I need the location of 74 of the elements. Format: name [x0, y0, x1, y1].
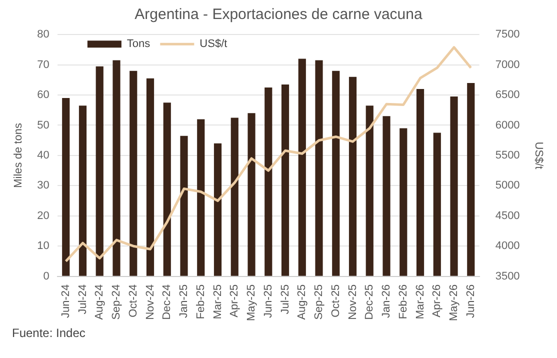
y-tick-label: 80: [37, 28, 50, 41]
bar: [467, 82, 475, 276]
x-tick-label: Oct-25: [330, 284, 342, 318]
y-axis-title: Miles de tons: [12, 122, 25, 188]
x-tick-label: Jun-26: [464, 284, 477, 318]
x-tick-label: Sep-24: [110, 284, 123, 320]
y2-axis-title: US$/t: [532, 142, 544, 170]
x-tick-label: Aug-25: [296, 284, 308, 320]
y-tick-label: 60: [37, 89, 50, 102]
bar: [197, 119, 205, 276]
x-tick-label: Nov-25: [346, 284, 359, 320]
bar: [315, 60, 323, 276]
x-tick-label: Mar-25: [212, 284, 224, 320]
y-tick-label: 20: [37, 210, 50, 222]
x-tick-label: Aug-24: [94, 284, 106, 320]
bar: [264, 87, 272, 276]
bar: [298, 58, 306, 276]
bar: [180, 136, 188, 276]
x-tick-label: Jun-24: [60, 284, 72, 318]
y-tick-label: 70: [37, 58, 50, 71]
bar: [366, 106, 374, 276]
y2-tick-label: 4000: [495, 240, 520, 252]
bar: [230, 118, 238, 276]
bar: [248, 113, 256, 276]
y-tick-label: 50: [37, 119, 50, 132]
x-tick-label: Jan-26: [380, 284, 393, 318]
x-tick-label: May-25: [246, 284, 258, 322]
y2-tick-label: 5000: [495, 180, 520, 192]
x-tick-label: Feb-26: [397, 284, 410, 320]
bar: [214, 143, 222, 276]
legend-label: US$/t: [200, 38, 228, 50]
x-tick-label: Apr-25: [228, 284, 241, 318]
chart-title: Argentina - Exportaciones de carne vacuna: [134, 6, 424, 23]
x-tick-label: Dec-25: [364, 284, 376, 320]
x-tick-label: Mar-26: [414, 284, 426, 320]
bar: [62, 98, 70, 276]
x-tick-label: Oct-24: [127, 284, 140, 318]
y2-tick-label: 3500: [495, 270, 520, 282]
x-tick-label: May-26: [448, 284, 460, 322]
x-tick-label: Sep-25: [313, 284, 326, 320]
bar: [382, 116, 390, 276]
y-tick-label: 30: [37, 180, 50, 192]
x-tick-label: Apr-26: [431, 284, 444, 318]
x-tick-label: Dec-24: [161, 284, 174, 320]
x-tick-label: Jul-25: [279, 284, 292, 314]
y-tick-label: 10: [37, 240, 50, 252]
bar: [400, 128, 408, 276]
legend-label: Tons: [126, 38, 151, 50]
y2-tick-label: 7000: [495, 58, 520, 71]
y-tick-label: 0: [43, 270, 50, 282]
bar: [78, 106, 87, 276]
y-tick-label: 40: [37, 149, 50, 162]
bar: [450, 96, 458, 276]
bar: [416, 88, 424, 276]
bar: [146, 78, 154, 276]
source-note: Fuente: Indec: [12, 326, 86, 340]
bar: [163, 102, 171, 276]
x-tick-label: Feb-25: [194, 284, 207, 320]
bar: [96, 66, 104, 276]
y2-tick-label: 6000: [495, 119, 520, 132]
bar: [348, 76, 357, 276]
x-tick-label: Jun-25: [262, 284, 274, 318]
x-tick-label: Jul-24: [76, 284, 89, 314]
y2-tick-label: 7500: [495, 28, 520, 41]
x-tick-label: Nov-24: [144, 284, 156, 320]
bar: [130, 70, 138, 276]
y2-tick-label: 6500: [495, 89, 520, 102]
bar: [433, 132, 441, 276]
bar: [332, 70, 340, 276]
y2-tick-label: 4500: [495, 210, 520, 222]
x-tick-label: Jan-25: [178, 284, 190, 318]
y2-tick-label: 5500: [495, 149, 520, 162]
bar: [281, 84, 290, 276]
bar: [112, 60, 120, 276]
